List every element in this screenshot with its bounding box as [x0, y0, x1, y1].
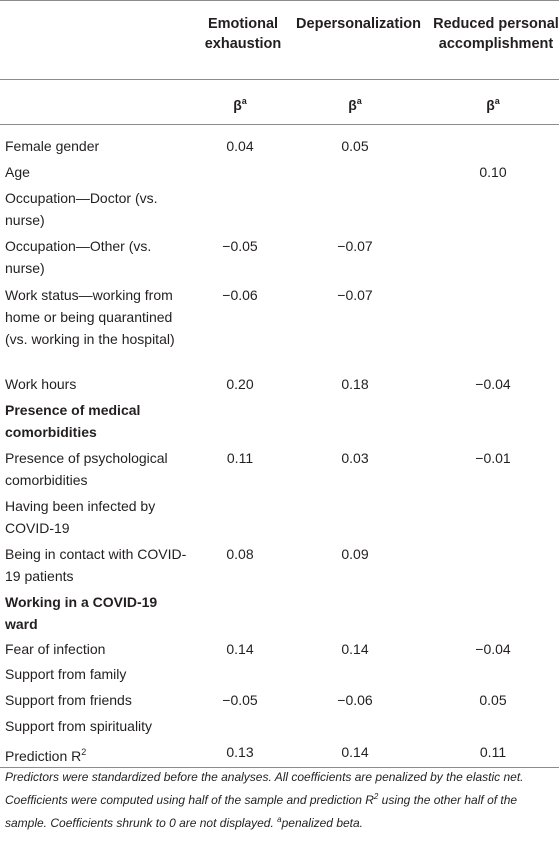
top-rule	[0, 0, 559, 1]
cell-ee: 0.08	[226, 546, 254, 562]
header-rule	[0, 79, 559, 80]
beta-label-ee: βa	[233, 96, 247, 113]
cell-ee: 0.14	[226, 641, 254, 657]
row-label: Occupation—Doctor (vs. nurse)	[5, 190, 158, 228]
row-label: Having been infected by COVID-19	[5, 498, 156, 536]
cell-dp: −0.07	[337, 287, 373, 303]
bottom-rule	[0, 767, 559, 768]
row-label: Support from family	[5, 666, 127, 682]
cell-rpa: 0.05	[479, 692, 507, 708]
cell-dp: −0.07	[337, 238, 373, 254]
cell-dp: 0.09	[341, 546, 369, 562]
row-label: Support from friends	[5, 692, 132, 708]
cell-dp: 0.18	[341, 376, 369, 392]
cell-r2-dp: 0.14	[341, 744, 369, 760]
row-label: Presence of psychological comorbidities	[5, 450, 168, 488]
beta-label-rpa: βa	[486, 96, 500, 113]
cell-ee: −0.05	[222, 238, 258, 254]
row-label: Work status—working from home or being q…	[5, 287, 175, 347]
row-label: Presence of medical comorbidities	[5, 402, 141, 440]
beta-rule	[0, 124, 559, 125]
row-label: Fear of infection	[5, 641, 106, 657]
cell-dp: 0.05	[341, 138, 369, 154]
cell-r2-rpa: 0.11	[479, 744, 507, 760]
cell-rpa: 0.10	[479, 164, 507, 180]
header-reduced-personal-accomplishment: Reduced personal accomplishment	[433, 16, 559, 52]
cell-dp: 0.14	[341, 641, 369, 657]
row-label: Age	[5, 164, 30, 180]
cell-dp: 0.03	[341, 450, 369, 466]
cell-rpa: −0.04	[475, 376, 511, 392]
row-label: Work hours	[5, 376, 77, 392]
table-footnote: Predictors were standardized before the …	[5, 770, 524, 830]
row-label: Being in contact with COVID-19 patients	[5, 546, 187, 584]
beta-label-dp: βa	[348, 96, 362, 113]
cell-r2-ee: 0.13	[226, 744, 254, 760]
cell-ee: 0.04	[226, 138, 254, 154]
cell-ee: −0.06	[222, 287, 258, 303]
cell-dp: −0.06	[337, 692, 373, 708]
header-emotional-exhaustion: Emotional exhaustion	[204, 16, 282, 52]
cell-rpa: −0.04	[475, 641, 511, 657]
cell-ee: 0.11	[226, 450, 254, 466]
header-depersonalization: Depersonalization	[296, 16, 421, 32]
row-label: Female gender	[5, 138, 100, 154]
row-label: Occupation—Other (vs. nurse)	[5, 238, 152, 276]
cell-ee: −0.05	[222, 692, 258, 708]
row-label-prediction-r2: Prediction R2	[5, 747, 87, 764]
row-label: Working in a COVID-19 ward	[5, 594, 158, 632]
cell-rpa: −0.01	[475, 450, 511, 466]
row-label: Support from spirituality	[5, 718, 153, 734]
cell-ee: 0.20	[226, 376, 254, 392]
